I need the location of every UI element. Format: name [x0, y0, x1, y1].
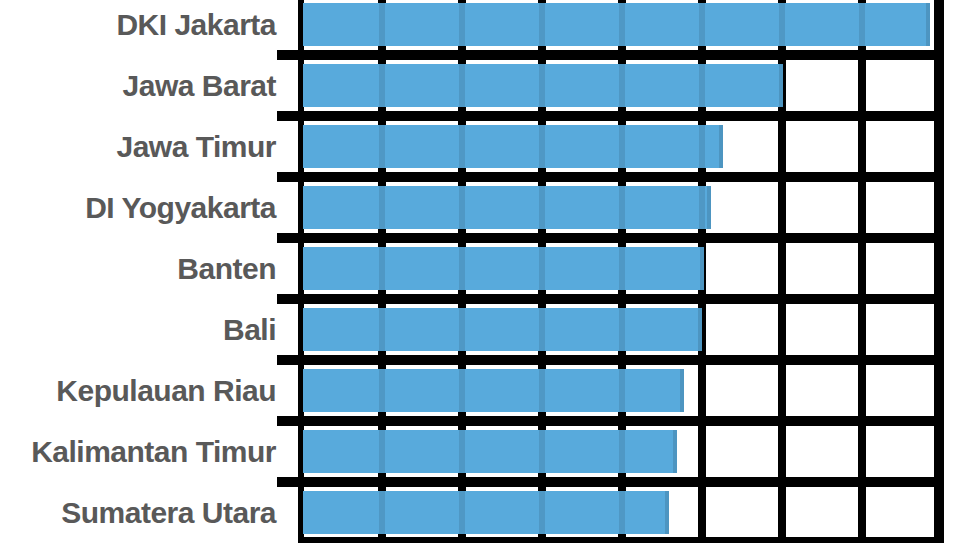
gridline-through-bar [459, 369, 465, 412]
gridline-through-bar [459, 491, 465, 534]
gridline-through-bar [459, 308, 465, 351]
bar-jawa-barat [303, 64, 783, 107]
bar-chart: DKI Jakarta Jawa Barat Jawa Timur DI Yogyak… [0, 0, 968, 543]
gridline-through-bar [379, 308, 385, 351]
gridline-through-bar [779, 3, 785, 46]
horizontal-gridline [277, 172, 944, 182]
gridline-through-bar [459, 125, 465, 168]
gridline-through-bar [699, 125, 705, 168]
gridline-through-bar [699, 3, 705, 46]
gridline-through-bar [859, 3, 865, 46]
gridline-through-bar [619, 369, 625, 412]
y-axis-label: Jawa Timur [0, 125, 276, 168]
gridline-through-bar [459, 186, 465, 229]
bar-kalimantan-timur [303, 430, 677, 473]
right-boundary-line [934, 0, 944, 543]
gridline-through-bar [619, 491, 625, 534]
horizontal-gridline [277, 355, 944, 365]
horizontal-gridline [277, 233, 944, 243]
gridline-through-bar [459, 64, 465, 107]
gridline-through-bar [539, 308, 545, 351]
gridline-through-bar [619, 308, 625, 351]
vertical-gridline [858, 0, 866, 543]
gridline-through-bar [539, 369, 545, 412]
gridline-through-bar [539, 491, 545, 534]
gridline-through-bar [619, 247, 625, 290]
gridline-through-bar [379, 491, 385, 534]
gridline-through-bar [539, 186, 545, 229]
gridline-through-bar [619, 3, 625, 46]
gridline-through-bar [699, 186, 705, 229]
horizontal-gridline [277, 111, 944, 121]
gridline-through-bar [539, 125, 545, 168]
y-axis-label: Kalimantan Timur [0, 430, 276, 473]
gridline-through-bar [539, 64, 545, 107]
gridline-through-bar [379, 247, 385, 290]
horizontal-gridline [277, 477, 944, 487]
bar-sumatera-utara [303, 491, 669, 534]
gridline-through-bar [379, 3, 385, 46]
gridline-through-bar [379, 125, 385, 168]
gridline-through-bar [619, 125, 625, 168]
bar-jawa-timur [303, 125, 723, 168]
gridline-through-bar [619, 430, 625, 473]
y-axis-label: Bali [0, 308, 276, 351]
y-axis-label: DKI Jakarta [0, 3, 276, 46]
bar-di-yogyakarta [303, 186, 711, 229]
gridline-through-bar [539, 247, 545, 290]
horizontal-gridline [277, 50, 944, 60]
y-axis-label: Kepulauan Riau [0, 369, 276, 412]
gridline-through-bar [699, 64, 705, 107]
gridline-through-bar [459, 247, 465, 290]
gridline-through-bar [459, 3, 465, 46]
gridline-through-bar [459, 430, 465, 473]
gridline-through-bar [379, 430, 385, 473]
gridline-through-bar [539, 430, 545, 473]
gridline-through-bar [379, 64, 385, 107]
bar-banten [303, 247, 704, 290]
y-axis-label: DI Yogyakarta [0, 186, 276, 229]
gridline-through-bar [379, 186, 385, 229]
y-axis-label: Sumatera Utara [0, 491, 276, 534]
gridline-through-bar [619, 186, 625, 229]
bar-bali [303, 308, 702, 351]
x-axis-line [298, 537, 944, 543]
bar-dki-jakarta [303, 3, 930, 46]
horizontal-gridline [277, 294, 944, 304]
gridline-through-bar [619, 64, 625, 107]
horizontal-gridline [277, 416, 944, 426]
y-axis-label: Jawa Barat [0, 64, 276, 107]
gridline-through-bar [379, 369, 385, 412]
gridline-through-bar [539, 3, 545, 46]
y-axis-label: Banten [0, 247, 276, 290]
bar-kepulauan-riau [303, 369, 684, 412]
